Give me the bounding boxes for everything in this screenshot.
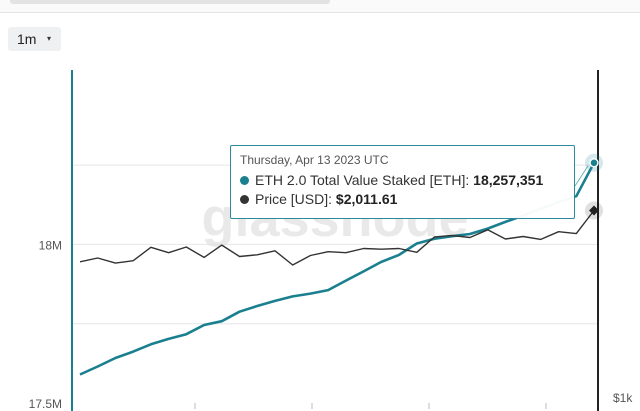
price-series-line bbox=[79, 210, 595, 266]
left-tick-label: 18M bbox=[39, 238, 62, 252]
tooltip-price-value: $2,011.61 bbox=[335, 191, 398, 207]
staked-hover-point bbox=[589, 158, 599, 168]
chart-tooltip: Thursday, Apr 13 2023 UTC ETH 2.0 Total … bbox=[230, 145, 575, 219]
tooltip-price-dot bbox=[240, 195, 249, 204]
tooltip-price-label: Price [USD]: bbox=[255, 191, 336, 207]
chevron-down-icon: ▾ bbox=[46, 34, 51, 43]
top-bar bbox=[0, 0, 640, 13]
tooltip-row-price: Price [USD]: $2,011.61 bbox=[240, 191, 574, 207]
staked-series-line bbox=[79, 162, 596, 376]
tooltip-date: Thursday, Apr 13 2023 UTC bbox=[240, 153, 389, 167]
right-tick-label: $1k bbox=[613, 391, 633, 405]
price-hover-point bbox=[589, 205, 599, 216]
tooltip-connector bbox=[574, 165, 589, 187]
tooltip-row-staked: ETH 2.0 Total Value Staked [ETH]: 18,257… bbox=[240, 172, 574, 188]
range-selector-button[interactable]: 1m ▾ bbox=[8, 27, 61, 51]
tooltip-staked-dot bbox=[240, 176, 249, 185]
tooltip-staked-label: ETH 2.0 Total Value Staked [ETH]: bbox=[255, 172, 474, 188]
range-label: 1m bbox=[17, 31, 37, 47]
left-tick-label: 17.5M bbox=[29, 397, 62, 411]
blurred-title bbox=[10, 0, 330, 4]
tooltip-staked-value: 18,257,351 bbox=[473, 172, 544, 188]
